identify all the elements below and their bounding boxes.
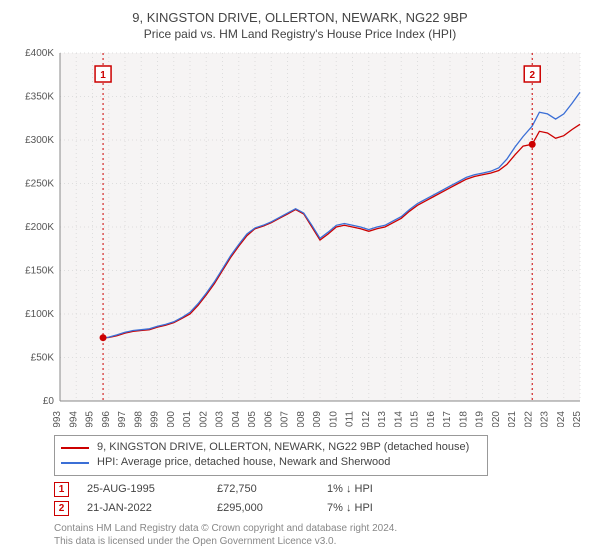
title-block: 9, KINGSTON DRIVE, OLLERTON, NEWARK, NG2… — [14, 10, 586, 41]
svg-text:2003: 2003 — [215, 411, 226, 427]
legend-swatch — [61, 447, 89, 449]
svg-text:£200K: £200K — [25, 222, 54, 233]
chart: £0 £50K £100K £150K £200K £250K £300K £350K £400… — [14, 47, 586, 427]
sale-marker-number: 2 — [54, 501, 69, 516]
chart-container: 9, KINGSTON DRIVE, OLLERTON, NEWARK, NG2… — [0, 0, 600, 560]
svg-text:2001: 2001 — [182, 411, 193, 427]
svg-text:2018: 2018 — [458, 411, 469, 427]
svg-text:£400K: £400K — [25, 48, 54, 59]
svg-text:2004: 2004 — [231, 411, 242, 427]
svg-text:£50K: £50K — [31, 353, 55, 364]
svg-text:2006: 2006 — [263, 411, 274, 427]
svg-text:2021: 2021 — [507, 411, 518, 427]
svg-text:2020: 2020 — [491, 411, 502, 427]
legend: 9, KINGSTON DRIVE, OLLERTON, NEWARK, NG2… — [54, 435, 488, 476]
svg-text:2009: 2009 — [312, 411, 323, 427]
svg-text:2002: 2002 — [198, 411, 209, 427]
svg-text:2010: 2010 — [328, 411, 339, 427]
footer-line2: This data is licensed under the Open Gov… — [54, 535, 586, 548]
svg-text:2013: 2013 — [377, 411, 388, 427]
svg-text:1994: 1994 — [68, 411, 79, 427]
svg-text:£350K: £350K — [25, 92, 54, 103]
svg-text:£0: £0 — [43, 396, 55, 407]
sale-row: 1 25-AUG-1995£72,7501% ↓ HPI — [54, 482, 586, 497]
sale-hpi-diff: 7% ↓ HPI — [327, 502, 373, 514]
legend-row: HPI: Average price, detached house, Newa… — [61, 455, 481, 470]
svg-text:£100K: £100K — [25, 309, 54, 320]
sales-markers: 1 25-AUG-1995£72,7501% ↓ HPI 2 21-JAN-2022£… — [54, 482, 586, 516]
svg-text:2005: 2005 — [247, 411, 258, 427]
sale-hpi-diff: 1% ↓ HPI — [327, 483, 373, 495]
svg-text:2000: 2000 — [166, 411, 177, 427]
sale-date: 25-AUG-1995 — [87, 483, 217, 495]
svg-text:1997: 1997 — [117, 411, 128, 427]
sale-price: £295,000 — [217, 502, 327, 514]
svg-text:£250K: £250K — [25, 179, 54, 190]
svg-text:2022: 2022 — [523, 411, 534, 427]
sale-date: 21-JAN-2022 — [87, 502, 217, 514]
svg-text:2025: 2025 — [572, 411, 583, 427]
chart-svg: £0 £50K £100K £150K £200K £250K £300K £350K £400… — [14, 47, 586, 427]
svg-text:2016: 2016 — [426, 411, 437, 427]
svg-text:2012: 2012 — [361, 411, 372, 427]
svg-text:£300K: £300K — [25, 135, 54, 146]
footer: Contains HM Land Registry data © Crown c… — [54, 522, 586, 548]
main-title: 9, KINGSTON DRIVE, OLLERTON, NEWARK, NG2… — [14, 10, 586, 25]
svg-text:2007: 2007 — [280, 411, 291, 427]
legend-row: 9, KINGSTON DRIVE, OLLERTON, NEWARK, NG2… — [61, 440, 481, 455]
legend-swatch — [61, 462, 89, 464]
svg-text:2014: 2014 — [393, 411, 404, 427]
svg-text:2: 2 — [529, 70, 535, 81]
svg-text:2024: 2024 — [556, 411, 567, 427]
svg-text:2011: 2011 — [345, 411, 356, 427]
legend-label: HPI: Average price, detached house, Newa… — [97, 455, 390, 470]
svg-text:£150K: £150K — [25, 266, 54, 277]
svg-text:1995: 1995 — [85, 411, 96, 427]
svg-text:2008: 2008 — [296, 411, 307, 427]
svg-text:1998: 1998 — [133, 411, 144, 427]
svg-text:1993: 1993 — [52, 411, 63, 427]
svg-text:2017: 2017 — [442, 411, 453, 427]
sale-price: £72,750 — [217, 483, 327, 495]
svg-text:1996: 1996 — [101, 411, 112, 427]
legend-label: 9, KINGSTON DRIVE, OLLERTON, NEWARK, NG2… — [97, 440, 469, 455]
footer-line1: Contains HM Land Registry data © Crown c… — [54, 522, 586, 535]
sale-row: 2 21-JAN-2022£295,0007% ↓ HPI — [54, 501, 586, 516]
svg-text:2023: 2023 — [540, 411, 551, 427]
svg-text:2019: 2019 — [475, 411, 486, 427]
svg-text:1999: 1999 — [150, 411, 161, 427]
sub-title: Price paid vs. HM Land Registry's House … — [14, 27, 586, 41]
svg-text:2015: 2015 — [410, 411, 421, 427]
sale-marker-number: 1 — [54, 482, 69, 497]
svg-text:1: 1 — [100, 70, 106, 81]
